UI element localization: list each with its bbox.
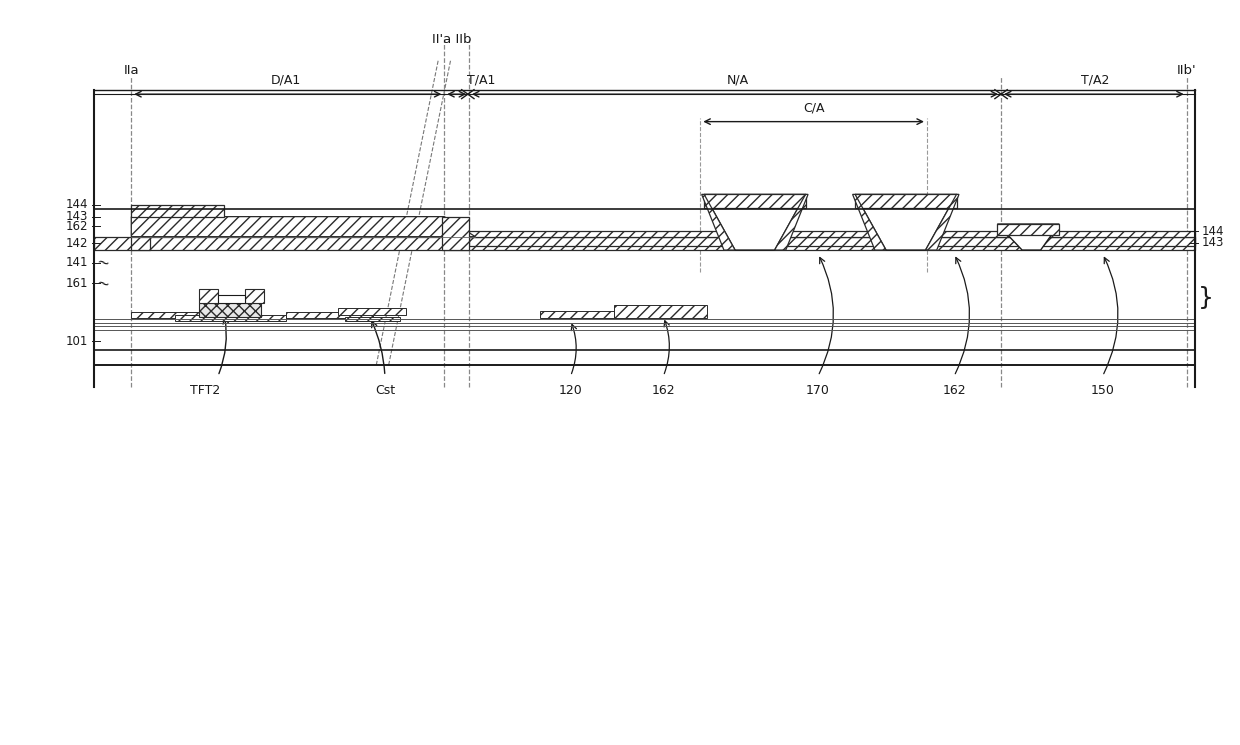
Text: ~: ~ (94, 275, 110, 292)
Bar (339, 308, 405, 315)
Bar (469, 232, 1195, 237)
Polygon shape (853, 194, 887, 250)
Text: IIb': IIb' (1177, 64, 1197, 77)
Polygon shape (702, 194, 735, 250)
Polygon shape (131, 237, 150, 250)
Text: Cst: Cst (374, 384, 396, 396)
Bar (131, 312, 243, 318)
Text: 120: 120 (559, 384, 583, 396)
Bar (286, 312, 372, 318)
Text: 161: 161 (66, 277, 88, 290)
Text: 142: 142 (66, 237, 88, 250)
Polygon shape (997, 224, 1059, 235)
Polygon shape (856, 194, 956, 250)
Text: 143: 143 (1202, 236, 1224, 249)
Text: 162: 162 (942, 384, 966, 396)
Polygon shape (704, 194, 806, 208)
Text: 144: 144 (66, 198, 88, 212)
Text: T/A1: T/A1 (467, 74, 496, 86)
Text: 162: 162 (651, 384, 675, 396)
Polygon shape (441, 217, 469, 250)
Bar (200, 303, 262, 317)
Text: D/A1: D/A1 (270, 74, 301, 86)
Bar (246, 288, 264, 303)
Text: T/A2: T/A2 (1081, 74, 1110, 86)
Bar (614, 305, 707, 318)
Text: C/A: C/A (804, 101, 825, 114)
Polygon shape (925, 194, 959, 250)
Text: 170: 170 (806, 384, 830, 396)
Text: N/A: N/A (727, 74, 749, 86)
Polygon shape (856, 194, 956, 208)
Text: TFT2: TFT2 (191, 384, 221, 396)
Polygon shape (131, 217, 475, 237)
Text: 150: 150 (1090, 384, 1115, 396)
Polygon shape (997, 224, 1059, 250)
Bar (469, 237, 1195, 247)
Bar (94, 237, 1195, 250)
Text: 162: 162 (66, 220, 88, 232)
Text: 143: 143 (66, 210, 88, 224)
Polygon shape (704, 194, 806, 250)
Bar (539, 311, 614, 318)
Polygon shape (775, 194, 808, 250)
Text: 144: 144 (1202, 225, 1224, 238)
Bar (218, 294, 246, 303)
Text: ~: ~ (94, 254, 110, 271)
Text: II'a IIb: II'a IIb (432, 33, 471, 46)
Bar (345, 317, 399, 321)
Bar (175, 314, 286, 320)
Text: 101: 101 (66, 335, 88, 348)
Text: IIa: IIa (124, 64, 139, 77)
Bar (200, 288, 218, 303)
Text: }: } (1198, 286, 1214, 310)
Text: 141: 141 (66, 256, 88, 269)
Polygon shape (131, 205, 224, 217)
